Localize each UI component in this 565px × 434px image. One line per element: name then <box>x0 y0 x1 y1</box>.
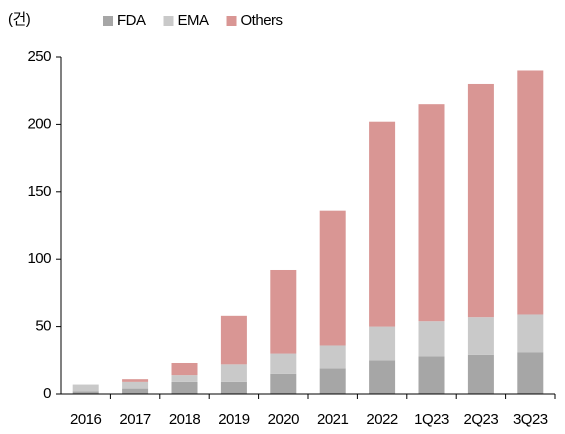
bar-segment <box>418 356 445 394</box>
y-tick-label: 200 <box>27 115 51 132</box>
bar-segment <box>270 373 297 394</box>
bar-segment <box>418 104 445 322</box>
y-tick-label: 0 <box>43 385 51 402</box>
bar-segment <box>270 353 297 374</box>
bar-segment <box>517 352 544 394</box>
x-tick-label: 2Q23 <box>464 411 499 428</box>
bar-segment <box>319 345 346 369</box>
bar-segment <box>319 368 346 394</box>
legend-label: EMA <box>178 12 210 29</box>
legend-swatch <box>226 16 237 26</box>
bar-segment <box>270 269 297 354</box>
bar-segment <box>467 354 494 394</box>
bar-segment <box>467 317 494 355</box>
bar-segment <box>319 210 346 346</box>
bar-segment <box>517 314 544 353</box>
y-tick-label: 250 <box>27 48 51 65</box>
legend-swatch <box>103 16 113 26</box>
x-tick-label: 2020 <box>268 411 300 428</box>
bar-segment <box>369 360 396 394</box>
legend-label: FDA <box>117 12 146 29</box>
x-tick-label: 2016 <box>70 411 102 428</box>
bar-segment <box>122 388 149 394</box>
bar-segment <box>72 384 99 392</box>
y-axis-label: (건) <box>8 11 31 28</box>
bar-segment <box>220 315 247 365</box>
x-tick-label: 2018 <box>169 411 201 428</box>
bar-segment <box>220 381 247 394</box>
bar-segment <box>171 381 198 394</box>
bar-segment <box>220 364 247 382</box>
bar-segment <box>517 70 544 315</box>
x-tick-label: 3Q23 <box>513 411 548 428</box>
bar-segment <box>369 121 396 327</box>
bar-segment <box>369 326 396 361</box>
x-tick-label: 2021 <box>317 411 349 428</box>
y-tick-label: 100 <box>27 250 51 267</box>
x-tick-label: 2017 <box>119 411 151 428</box>
bar-segment <box>171 375 198 382</box>
x-tick-label: 2022 <box>366 411 398 428</box>
y-tick-label: 150 <box>27 183 51 200</box>
bar-segment <box>171 362 198 376</box>
bar-segment <box>467 83 494 318</box>
y-tick-label: 50 <box>35 318 51 335</box>
bar-segment <box>122 379 149 382</box>
legend-label: Others <box>241 12 283 29</box>
bar-segment <box>418 321 445 357</box>
x-tick-label: 1Q23 <box>414 411 449 428</box>
x-tick-label: 2019 <box>218 411 250 428</box>
bar-segment <box>122 381 149 389</box>
bar-segment <box>72 391 99 394</box>
legend-swatch <box>163 16 174 26</box>
